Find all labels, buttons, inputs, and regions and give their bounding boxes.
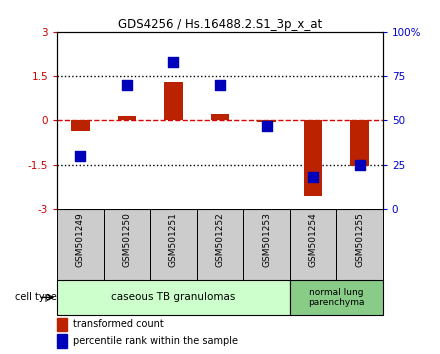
Text: cell type: cell type bbox=[15, 292, 57, 302]
Bar bbox=[257, 120, 276, 122]
Text: GSM501253: GSM501253 bbox=[262, 212, 271, 267]
Text: GSM501249: GSM501249 bbox=[76, 212, 85, 267]
Bar bbox=[71, 120, 90, 131]
FancyBboxPatch shape bbox=[57, 209, 104, 280]
Point bbox=[124, 82, 131, 88]
Text: GSM501251: GSM501251 bbox=[169, 212, 178, 267]
FancyBboxPatch shape bbox=[104, 209, 150, 280]
Text: GSM501252: GSM501252 bbox=[216, 212, 224, 267]
Text: percentile rank within the sample: percentile rank within the sample bbox=[73, 336, 238, 346]
Point bbox=[170, 59, 177, 65]
Bar bbox=[350, 120, 369, 166]
Bar bbox=[57, 334, 67, 348]
FancyBboxPatch shape bbox=[290, 280, 383, 315]
Text: caseous TB granulomas: caseous TB granulomas bbox=[111, 292, 236, 302]
Point bbox=[356, 162, 363, 167]
Text: GSM501255: GSM501255 bbox=[355, 212, 364, 267]
FancyBboxPatch shape bbox=[336, 209, 383, 280]
Point bbox=[309, 174, 316, 180]
FancyBboxPatch shape bbox=[150, 209, 197, 280]
Point bbox=[263, 123, 270, 129]
FancyBboxPatch shape bbox=[290, 209, 336, 280]
Text: transformed count: transformed count bbox=[73, 319, 164, 329]
Bar bbox=[304, 120, 323, 195]
FancyBboxPatch shape bbox=[197, 209, 243, 280]
Bar bbox=[57, 318, 67, 331]
Title: GDS4256 / Hs.16488.2.S1_3p_x_at: GDS4256 / Hs.16488.2.S1_3p_x_at bbox=[118, 18, 322, 31]
Text: GSM501254: GSM501254 bbox=[308, 212, 318, 267]
Text: normal lung
parenchyma: normal lung parenchyma bbox=[308, 288, 364, 307]
Point bbox=[216, 82, 224, 88]
Text: GSM501250: GSM501250 bbox=[122, 212, 132, 267]
FancyBboxPatch shape bbox=[243, 209, 290, 280]
Bar bbox=[117, 116, 136, 120]
Point bbox=[77, 153, 84, 159]
Bar bbox=[211, 114, 229, 120]
Bar bbox=[164, 82, 183, 120]
FancyBboxPatch shape bbox=[57, 280, 290, 315]
